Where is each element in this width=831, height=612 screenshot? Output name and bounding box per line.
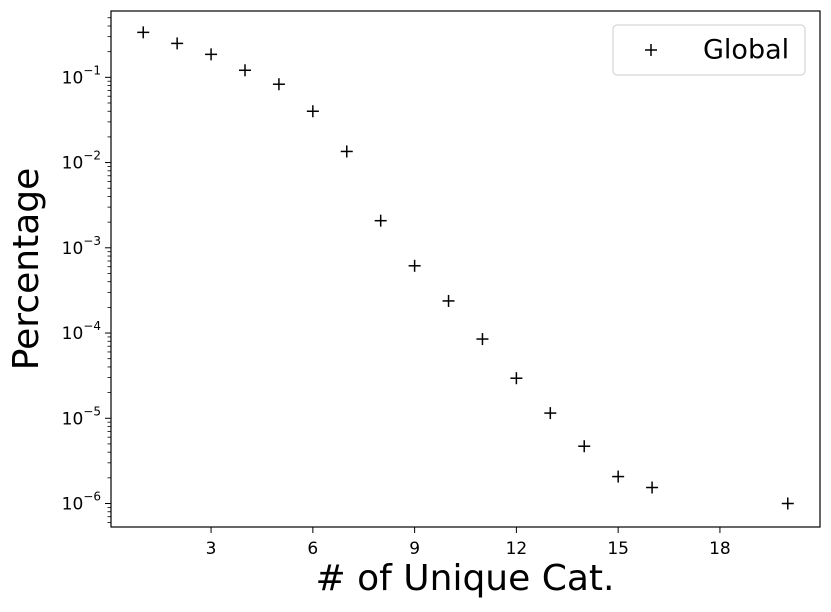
legend-label: Global [703, 35, 789, 66]
y-tick-label: 10−4 [62, 319, 101, 344]
x-tick-label: 9 [409, 539, 420, 559]
y-tick-label: 10−1 [62, 63, 101, 88]
point [781, 497, 794, 510]
point [612, 470, 625, 483]
point [510, 372, 523, 385]
x-tick-label: 12 [506, 539, 528, 559]
y-tick-label: 10−3 [62, 234, 101, 259]
y-tick-base: 10 [62, 239, 84, 259]
x-tick-label: 6 [307, 539, 318, 559]
x-tick-label: 15 [607, 539, 629, 559]
y-tick-base: 10 [62, 68, 84, 88]
point [476, 333, 489, 346]
point [646, 481, 659, 494]
y-tick-exponent: −4 [83, 319, 101, 333]
y-tick-base: 10 [62, 494, 84, 514]
x-tick-label: 3 [206, 539, 217, 559]
y-tick-label: 10−2 [62, 149, 101, 174]
point [306, 105, 319, 118]
point [544, 407, 557, 420]
y-tick-label: 10−5 [62, 404, 101, 429]
y-tick-exponent: −5 [83, 404, 101, 418]
legend-box [612, 24, 806, 76]
marker [645, 44, 657, 56]
point [578, 440, 591, 453]
point [171, 37, 184, 50]
x-axis-label: # of Unique Cat. [316, 558, 615, 599]
y-tick-exponent: −2 [83, 149, 101, 163]
y-tick-base: 10 [62, 154, 84, 174]
y-tick-base: 10 [62, 324, 84, 344]
point [137, 26, 150, 39]
y-tick-exponent: −3 [83, 234, 101, 248]
y-tick-exponent: −6 [83, 489, 101, 503]
plot-frame [110, 10, 821, 528]
y-tick-label: 10−6 [62, 489, 101, 514]
x-tick-label: 18 [709, 539, 731, 559]
point [272, 78, 285, 91]
point [238, 64, 251, 77]
point [374, 214, 387, 227]
point [408, 259, 421, 272]
y-tick-exponent: −1 [83, 63, 101, 77]
y-axis-label: Percentage [6, 168, 47, 371]
point [205, 48, 218, 61]
point [340, 145, 353, 158]
y-tick-base: 10 [62, 409, 84, 429]
point [442, 294, 455, 307]
